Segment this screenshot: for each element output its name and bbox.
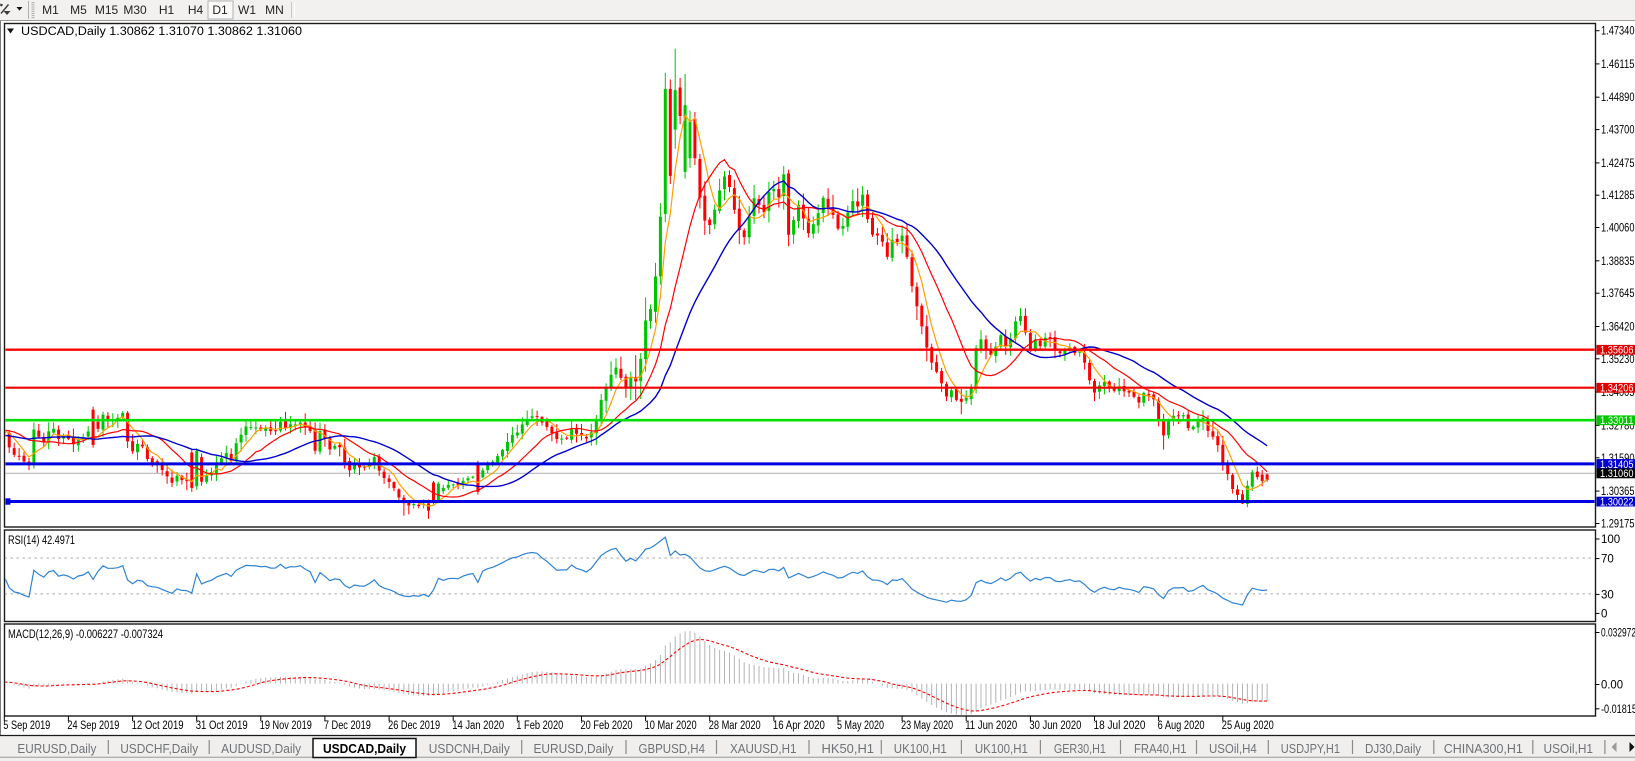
svg-text:16 Apr 2020: 16 Apr 2020: [773, 720, 825, 732]
svg-text:USDCHF,Daily: USDCHF,Daily: [120, 742, 199, 756]
svg-text:1.30365: 1.30365: [1601, 486, 1635, 498]
svg-text:19 Nov 2019: 19 Nov 2019: [260, 720, 312, 732]
svg-text:30: 30: [1601, 589, 1614, 601]
svg-text:0.00: 0.00: [1601, 680, 1623, 692]
svg-text:USDCNH,Daily: USDCNH,Daily: [429, 742, 511, 756]
svg-text:M15: M15: [95, 3, 119, 17]
svg-text:0: 0: [1601, 608, 1607, 620]
svg-text:CHINA300,H1: CHINA300,H1: [1444, 742, 1523, 756]
svg-text:1.33011: 1.33011: [1600, 415, 1634, 427]
svg-text:EURUSD,Daily: EURUSD,Daily: [534, 742, 615, 756]
svg-text:GBPUSD,H4: GBPUSD,H4: [639, 742, 706, 756]
svg-text:100: 100: [1601, 534, 1620, 546]
svg-text:25 Aug 2020: 25 Aug 2020: [1222, 720, 1274, 732]
svg-text:1.30022: 1.30022: [1600, 496, 1634, 508]
svg-text:USDJPY,H1: USDJPY,H1: [1281, 742, 1340, 756]
svg-text:UK100,H1: UK100,H1: [975, 742, 1028, 756]
svg-text:M30: M30: [123, 3, 147, 17]
svg-text:28 Mar 2020: 28 Mar 2020: [709, 720, 761, 732]
svg-text:1.41285: 1.41285: [1601, 190, 1635, 202]
svg-text:MN: MN: [265, 3, 284, 17]
svg-text:FRA40,H1: FRA40,H1: [1134, 742, 1187, 756]
svg-text:11 Jun 2020: 11 Jun 2020: [965, 720, 1017, 732]
svg-text:H4: H4: [188, 3, 204, 17]
svg-text:18 Jul 2020: 18 Jul 2020: [1094, 720, 1146, 732]
svg-text:5 May 2020: 5 May 2020: [837, 720, 884, 732]
svg-text:1.37645: 1.37645: [1601, 288, 1635, 300]
svg-text:1.35230: 1.35230: [1601, 354, 1635, 366]
svg-text:1.47340: 1.47340: [1601, 26, 1635, 38]
svg-text:1 Feb 2020: 1 Feb 2020: [516, 720, 563, 732]
svg-text:0.032972: 0.032972: [1601, 628, 1635, 640]
svg-text:1.44890: 1.44890: [1601, 92, 1635, 104]
svg-text:12 Oct 2019: 12 Oct 2019: [132, 720, 184, 732]
svg-text:26 Dec 2019: 26 Dec 2019: [388, 720, 440, 732]
svg-text:70: 70: [1601, 554, 1614, 566]
svg-text:30 Jun 2020: 30 Jun 2020: [1029, 720, 1081, 732]
svg-text:HK50,H1: HK50,H1: [822, 742, 875, 756]
svg-text:1.31405: 1.31405: [1600, 459, 1634, 471]
svg-text:GER30,H1: GER30,H1: [1054, 742, 1106, 756]
svg-text:USDCAD,Daily 1.30862 1.31070: USDCAD,Daily 1.30862 1.31070 1.30862 1.3…: [21, 26, 302, 38]
svg-text:W1: W1: [238, 3, 256, 17]
svg-text:1.35606: 1.35606: [1600, 345, 1634, 357]
svg-text:DJ30,Daily: DJ30,Daily: [1365, 742, 1422, 756]
svg-text:1.31060: 1.31060: [1600, 468, 1634, 480]
svg-text:M5: M5: [70, 3, 87, 17]
svg-text:1.43700: 1.43700: [1601, 125, 1635, 137]
svg-text:1.36420: 1.36420: [1601, 322, 1635, 334]
svg-text:14 Jan 2020: 14 Jan 2020: [452, 720, 504, 732]
svg-text:10 Mar 2020: 10 Mar 2020: [645, 720, 697, 732]
svg-text:EURUSD,Daily: EURUSD,Daily: [17, 742, 97, 756]
svg-text:1.38835: 1.38835: [1601, 256, 1635, 268]
svg-text:AUDUSD,Daily: AUDUSD,Daily: [221, 742, 302, 756]
svg-text:USOil,H4: USOil,H4: [1209, 742, 1257, 756]
svg-text:RSI(14) 42.4971: RSI(14) 42.4971: [8, 535, 75, 547]
svg-text:H1: H1: [159, 3, 175, 17]
svg-text:6 Aug 2020: 6 Aug 2020: [1158, 720, 1205, 732]
svg-text:1.40060: 1.40060: [1601, 223, 1635, 235]
svg-text:1.46115: 1.46115: [1601, 59, 1635, 71]
svg-text:M1: M1: [42, 3, 59, 17]
svg-text:XAUUSD,H1: XAUUSD,H1: [730, 742, 797, 756]
svg-text:23 May 2020: 23 May 2020: [901, 720, 953, 732]
svg-text:31 Oct 2019: 31 Oct 2019: [196, 720, 248, 732]
svg-text:5 Sep 2019: 5 Sep 2019: [3, 720, 50, 732]
svg-text:USOil,H1: USOil,H1: [1544, 742, 1594, 756]
svg-text:-0.018152: -0.018152: [1601, 704, 1635, 716]
svg-text:1.42475: 1.42475: [1601, 158, 1635, 170]
svg-text:D1: D1: [212, 3, 228, 17]
svg-text:20 Feb 2020: 20 Feb 2020: [581, 720, 633, 732]
svg-text:USDCAD,Daily: USDCAD,Daily: [323, 742, 406, 756]
svg-text:1.34206: 1.34206: [1600, 383, 1634, 395]
svg-text:7 Dec 2019: 7 Dec 2019: [324, 720, 371, 732]
svg-text:MACD(12,26,9) -0.006227 -0.007: MACD(12,26,9) -0.006227 -0.007324: [8, 629, 163, 641]
svg-text:UK100,H1: UK100,H1: [894, 742, 947, 756]
svg-text:1.29175: 1.29175: [1601, 519, 1635, 531]
svg-text:24 Sep 2019: 24 Sep 2019: [67, 720, 119, 732]
